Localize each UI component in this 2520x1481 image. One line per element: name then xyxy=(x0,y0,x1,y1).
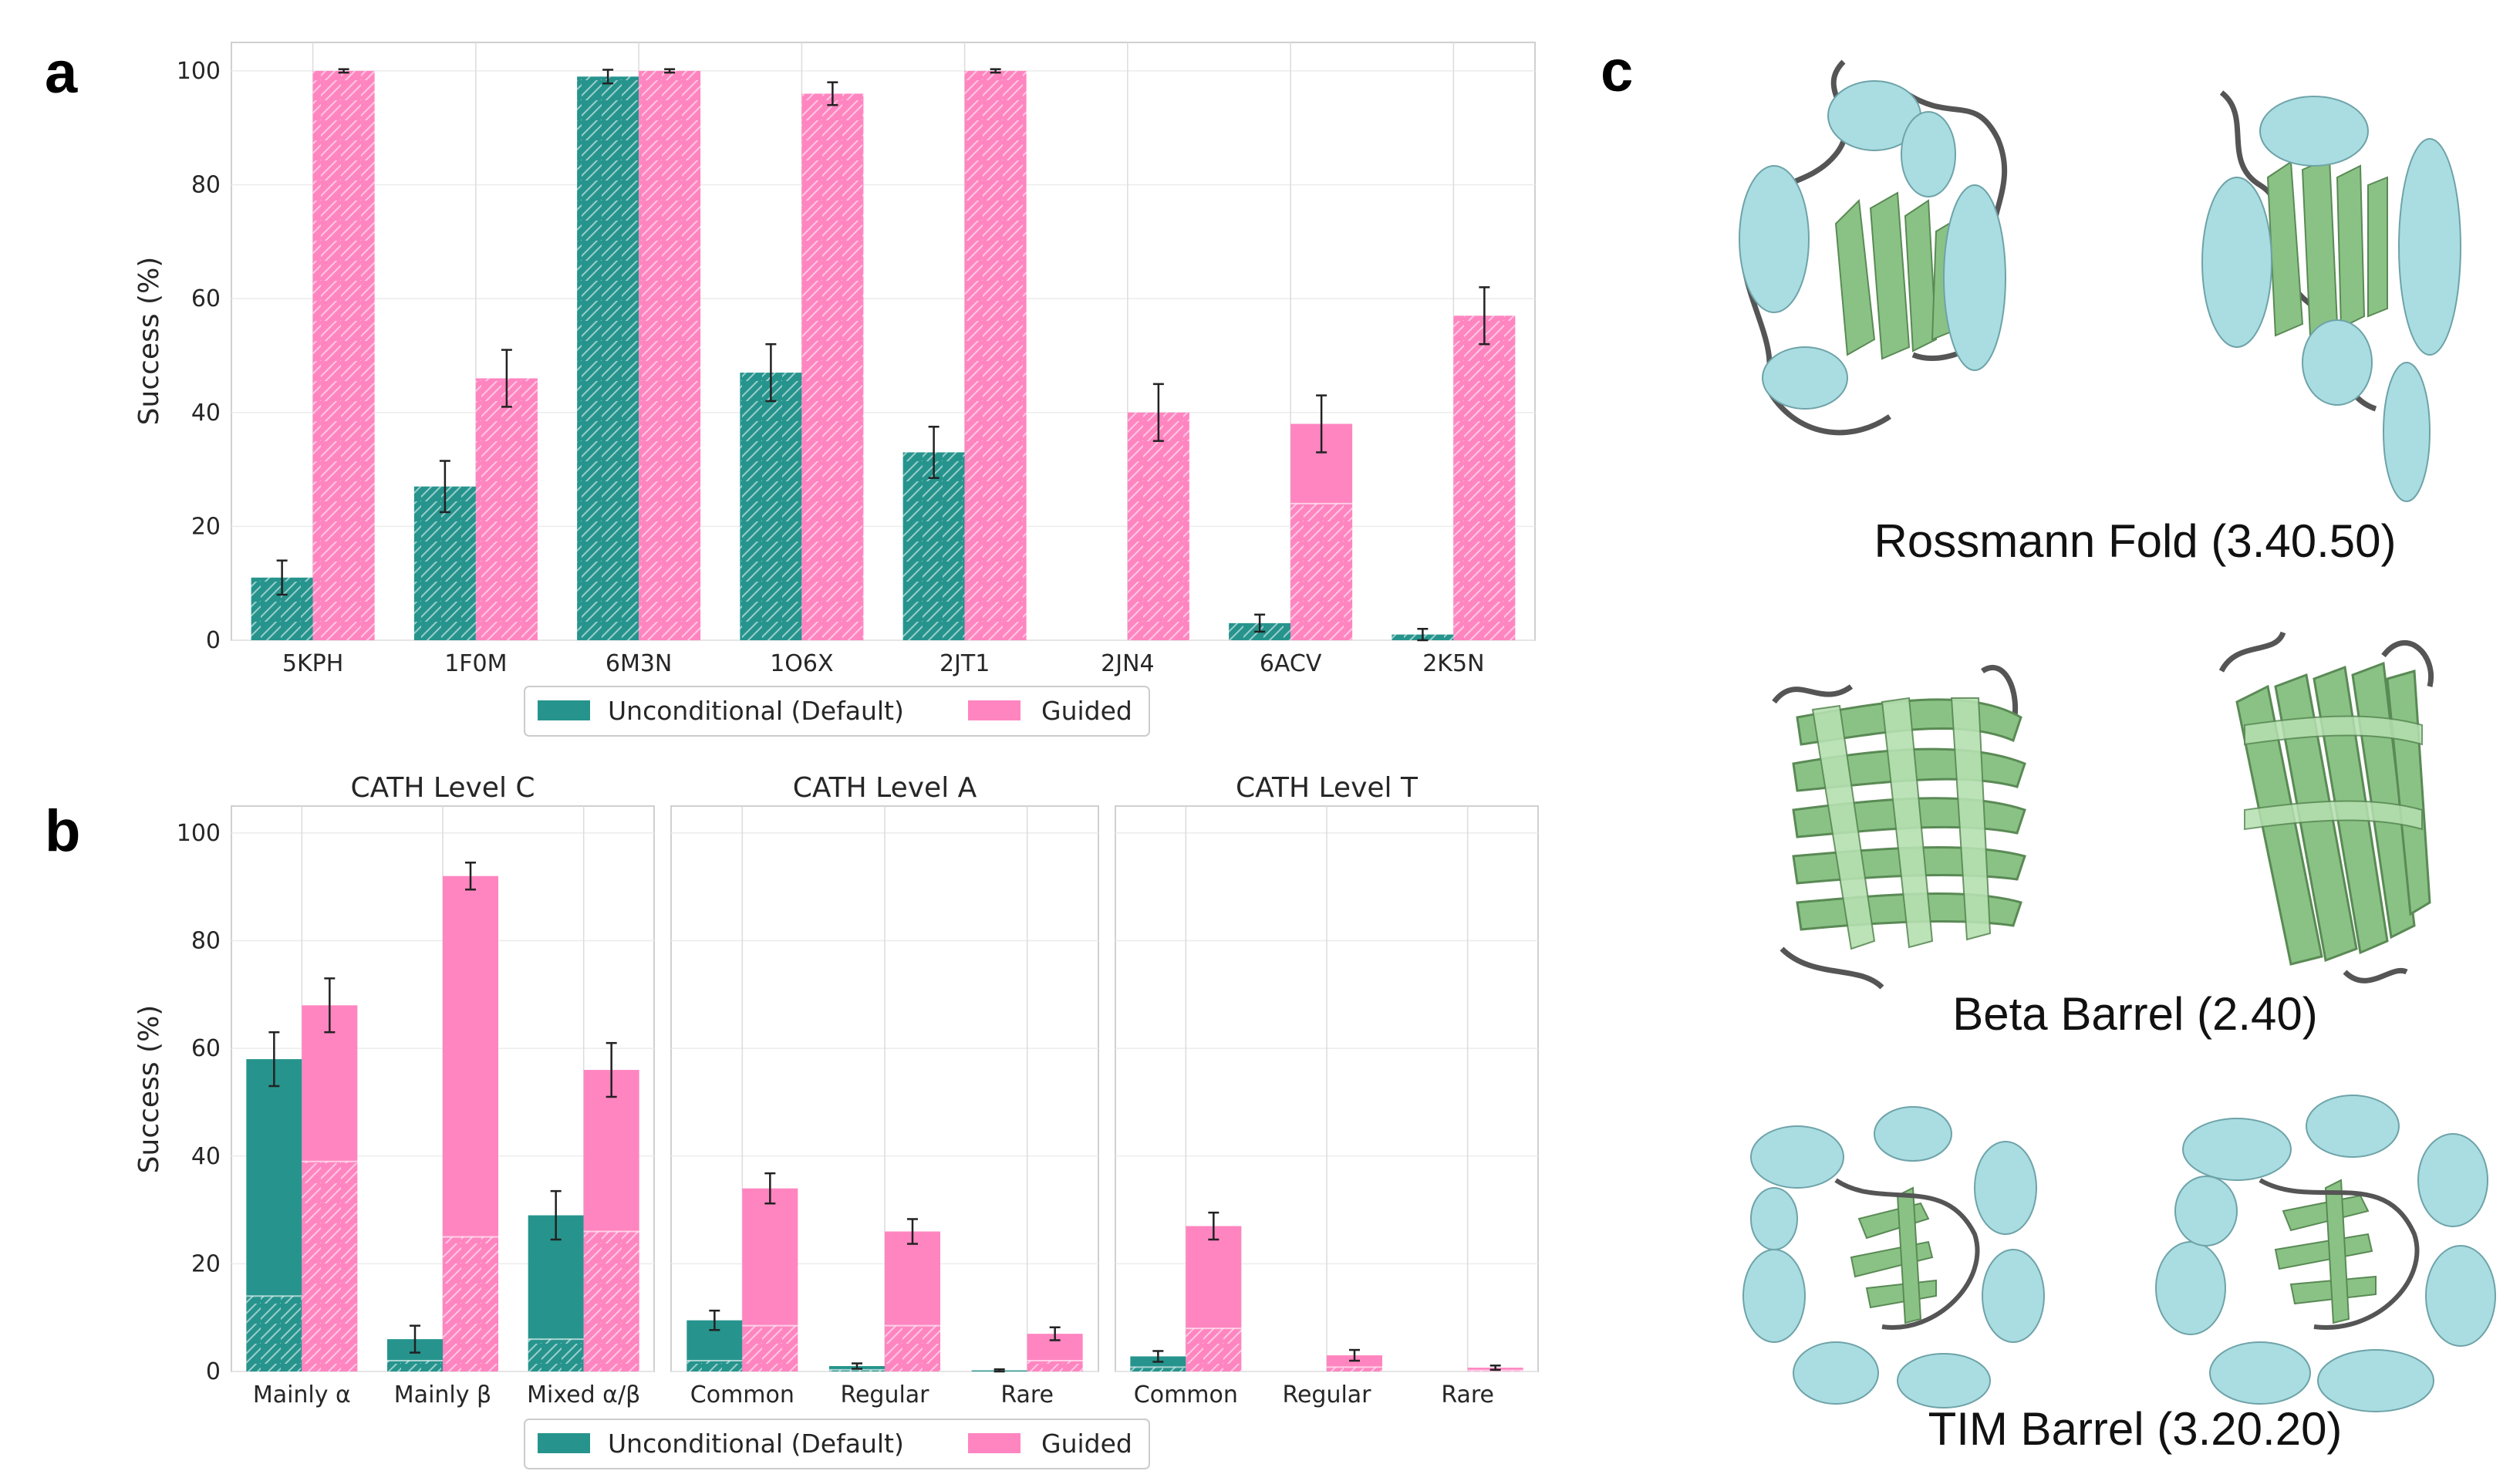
beta-barrel-structure-left xyxy=(1772,664,2026,990)
panel-label-a: a xyxy=(45,40,78,106)
bar-hatch xyxy=(740,373,802,640)
legend-frame xyxy=(524,1419,1150,1469)
legend-label-unconditional: Unconditional (Default) xyxy=(608,696,904,726)
subplot-title: CATH Level C xyxy=(350,772,535,804)
x-tick-label: Mainly α xyxy=(253,1381,351,1408)
x-tick-label: 6M3N xyxy=(606,650,673,677)
bar-hatch xyxy=(387,1361,443,1371)
x-tick-label: Common xyxy=(1134,1381,1238,1408)
subplot-title: CATH Level T xyxy=(1236,772,1419,804)
subplot-title: CATH Level A xyxy=(793,772,977,804)
y-tick-label: 20 xyxy=(191,1250,221,1277)
panel-b-chart: 0 20 40 60 80 100 Mainly α Mainly β Mixed α/β CAT… xyxy=(133,772,1539,1408)
y-tick-label: 0 xyxy=(206,1358,221,1385)
legend-label-guided: Guided xyxy=(1041,1429,1132,1459)
bar-hatch xyxy=(1186,1328,1242,1371)
bar-hatch xyxy=(583,1231,639,1371)
bar-hatch xyxy=(801,93,864,640)
subplot-1: 0 20 40 60 80 100 Mainly α Mainly β Mixed α/β CAT… xyxy=(177,772,655,1408)
bar-hatch xyxy=(1327,1367,1382,1371)
bar-hatch xyxy=(1453,315,1516,640)
bar-hatch xyxy=(1027,1361,1083,1371)
bar-hatch xyxy=(829,1369,885,1371)
bar-hatch xyxy=(475,378,538,640)
y-tick-label: 100 xyxy=(177,58,221,85)
x-tick-label: 1F0M xyxy=(444,650,507,677)
legend-swatch-guided xyxy=(968,1433,1020,1453)
y-tick-label: 100 xyxy=(177,820,221,847)
panel-c-structures: Rossmann Fold (3.40.50) xyxy=(1739,59,2496,1455)
x-tick-label: 1O6X xyxy=(770,650,833,677)
x-tick-label: 5KPH xyxy=(282,650,343,677)
subplot-3: Common Regular Rare CATH Level T xyxy=(1115,772,1539,1408)
panel-a-chart: 0 20 40 60 80 100 5KPH 1F0M 6M3N 1O6X 2JT1 2JN4 6ACV… xyxy=(133,42,1536,677)
caption-beta-barrel: Beta Barrel (2.40) xyxy=(1952,988,2318,1040)
legend-swatch-unconditional xyxy=(538,1433,590,1453)
x-tick-label: Rare xyxy=(1441,1381,1494,1408)
x-tick-label: 2K5N xyxy=(1422,650,1484,677)
y-tick-label: 40 xyxy=(191,400,221,427)
y-tick-label: 80 xyxy=(191,928,221,955)
panel-label-c: c xyxy=(1601,39,1633,104)
x-tick-label: 2JT1 xyxy=(940,650,990,677)
x-tick-label: Mainly β xyxy=(394,1381,491,1408)
x-tick-label: Rare xyxy=(1000,1381,1054,1408)
y-tick-label: 20 xyxy=(191,513,221,540)
bar-hatch xyxy=(639,70,701,640)
y-tick-label: 80 xyxy=(191,172,221,199)
bar-hatch xyxy=(246,1296,302,1371)
x-tick-label: Regular xyxy=(840,1381,929,1408)
bar-hatch xyxy=(1290,503,1353,640)
bar-hatch xyxy=(528,1339,584,1371)
bar-hatch xyxy=(964,70,1027,640)
caption-rossmann-fold: Rossmann Fold (3.40.50) xyxy=(1874,515,2397,567)
x-tick-label: 6ACV xyxy=(1260,650,1322,677)
y-axis-label: Success (%) xyxy=(133,257,165,426)
panel-label-b: b xyxy=(45,798,80,864)
bar-hatch xyxy=(312,70,375,640)
legend-label-guided: Guided xyxy=(1041,696,1132,726)
bar-hatch xyxy=(885,1325,940,1371)
y-tick-label: 60 xyxy=(191,285,221,312)
y-tick-label: 40 xyxy=(191,1143,221,1170)
bar-hatch xyxy=(687,1361,743,1371)
y-axis-label: Success (%) xyxy=(133,1005,165,1174)
panel-a-legend: Unconditional (Default) Guided xyxy=(524,686,1150,737)
bar-hatch xyxy=(742,1325,798,1371)
bar-hatch xyxy=(577,76,639,641)
y-tick-label: 0 xyxy=(206,627,221,654)
rossmann-fold-structure-left xyxy=(1739,59,2008,436)
bar-hatch xyxy=(1130,1367,1186,1371)
bar-hatch xyxy=(302,1161,358,1371)
subplot-2: Common Regular Rare CATH Level A xyxy=(670,772,1099,1408)
bar-hatch xyxy=(902,452,965,640)
legend-swatch-unconditional xyxy=(538,700,590,720)
y-tick-label: 60 xyxy=(191,1035,221,1062)
tim-barrel-structure-left xyxy=(1742,1106,2045,1408)
x-tick-label: Regular xyxy=(1282,1381,1371,1408)
tim-barrel-structure-right xyxy=(2155,1095,2496,1412)
x-tick-label: Mixed α/β xyxy=(527,1381,640,1408)
x-tick-label: Common xyxy=(690,1381,794,1408)
legend-label-unconditional: Unconditional (Default) xyxy=(608,1429,904,1459)
bar-hatch xyxy=(443,1236,498,1371)
caption-tim-barrel: TIM Barrel (3.20.20) xyxy=(1928,1403,2343,1455)
panel-b-legend: Unconditional (Default) Guided xyxy=(524,1419,1150,1469)
legend-swatch-guided xyxy=(968,700,1020,720)
beta-barrel-structure-right xyxy=(2218,631,2434,983)
rossmann-fold-structure-right xyxy=(2201,90,2461,502)
x-tick-label: 2JN4 xyxy=(1101,650,1154,677)
legend-frame xyxy=(524,686,1150,737)
bar-hatch xyxy=(1127,412,1189,640)
